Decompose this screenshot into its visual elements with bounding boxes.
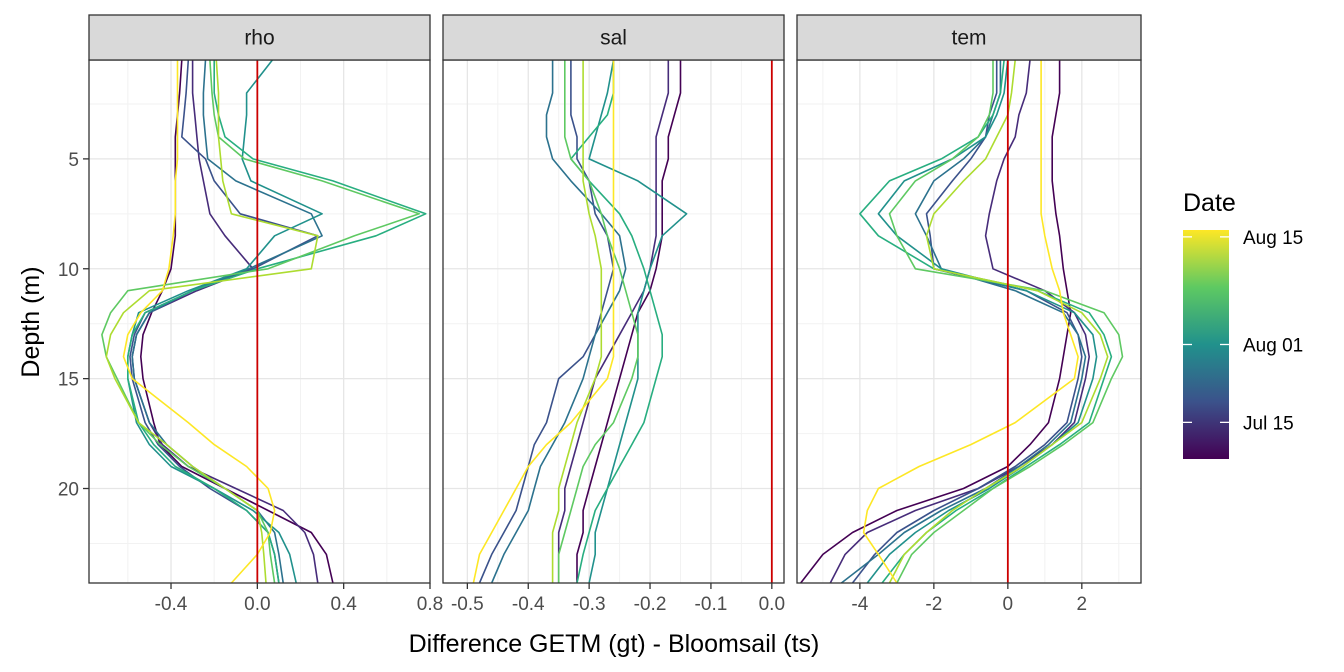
series-line-6 <box>859 59 1113 584</box>
series-lines <box>101 59 427 584</box>
x-tick-label: -0.5 <box>451 594 484 615</box>
x-axis-sal: -0.5 -0.4 -0.3 -0.2 -0.1 0.0 <box>451 583 785 615</box>
x-tick-label: -0.4 <box>512 594 545 615</box>
facet-rho: rho -0.4 0.0 0.4 0.8 <box>88 14 443 615</box>
series-line-1 <box>140 59 334 584</box>
series-line-2 <box>829 59 1090 584</box>
facet-strip <box>442 14 785 61</box>
x-tick-label: 0 <box>1003 594 1014 615</box>
series-line-6 <box>570 60 664 584</box>
x-tick-label: 2 <box>1077 594 1088 615</box>
facet-sal: sal -0.5 -0.4 -0.3 -0.2 -0.1 0.0 <box>442 14 785 615</box>
facet-panels: rho -0.4 0.0 0.4 0.8 sal -0.5 -0.4 -0.3 -0.2 -0.1 0… <box>88 14 1142 615</box>
legend-label: Aug 01 <box>1243 336 1303 357</box>
x-tick-label: -0.1 <box>695 594 728 615</box>
facet-strip-label: sal <box>600 27 627 50</box>
y-tick-label: 15 <box>58 370 79 391</box>
series-line-6 <box>127 60 427 584</box>
series-line-9 <box>472 60 615 584</box>
facet-strip-label: rho <box>244 27 274 50</box>
series-line-5 <box>588 59 688 584</box>
facet-strip-label: tem <box>951 27 986 50</box>
x-tick-label: -2 <box>925 594 942 615</box>
series-line-8 <box>551 60 603 583</box>
x-tick-label: 0.8 <box>417 594 443 615</box>
x-tick-label: -0.3 <box>573 594 606 615</box>
panel-background <box>89 60 430 583</box>
x-axis-tem: -4 -2 0 2 <box>851 583 1087 615</box>
series-line-3 <box>851 60 1083 584</box>
y-tick-label: 20 <box>58 480 79 501</box>
legend-title: Date <box>1183 189 1236 217</box>
series-line-3 <box>129 59 319 584</box>
series-lines <box>472 59 688 584</box>
series-line-4 <box>840 60 1087 584</box>
series-line-8 <box>105 59 319 584</box>
series-line-5 <box>127 59 323 584</box>
series-line-7 <box>888 60 1124 584</box>
series-line-7 <box>557 60 639 583</box>
legend-label: Aug 15 <box>1243 228 1303 249</box>
facet-strip <box>88 14 431 61</box>
x-tick-label: -0.2 <box>634 594 667 615</box>
x-tick-label: 0.0 <box>759 594 785 615</box>
x-axis-title: Difference GETM (gt) - Bloomsail (ts) <box>409 630 820 658</box>
x-axis-rho: -0.4 0.0 0.4 0.8 <box>155 583 443 615</box>
series-line-9 <box>122 60 276 584</box>
y-tick-label: 10 <box>58 260 79 281</box>
x-tick-label: -0.4 <box>155 594 188 615</box>
facet-tem: tem -4 -2 0 2 <box>796 14 1142 615</box>
series-line-9 <box>862 60 1079 584</box>
series-line-2 <box>557 60 670 583</box>
facet-strip <box>796 14 1142 61</box>
x-tick-label: 0.0 <box>244 594 270 615</box>
series-line-3 <box>478 60 615 584</box>
series-line-1 <box>800 60 1072 584</box>
y-axis-title: Depth (m) <box>17 266 45 377</box>
series-line-8 <box>888 59 1109 584</box>
y-axis: 5 10 15 20 <box>58 150 89 501</box>
y-tick-label: 5 <box>68 150 79 171</box>
series-lines <box>800 59 1124 584</box>
x-tick-label: 0.4 <box>330 594 357 615</box>
gridlines <box>797 60 1141 583</box>
legend: Date Aug 15 Aug 01 Jul 15 <box>1183 189 1303 459</box>
x-tick-label: -4 <box>851 594 868 615</box>
legend-label: Jul 15 <box>1243 413 1294 434</box>
